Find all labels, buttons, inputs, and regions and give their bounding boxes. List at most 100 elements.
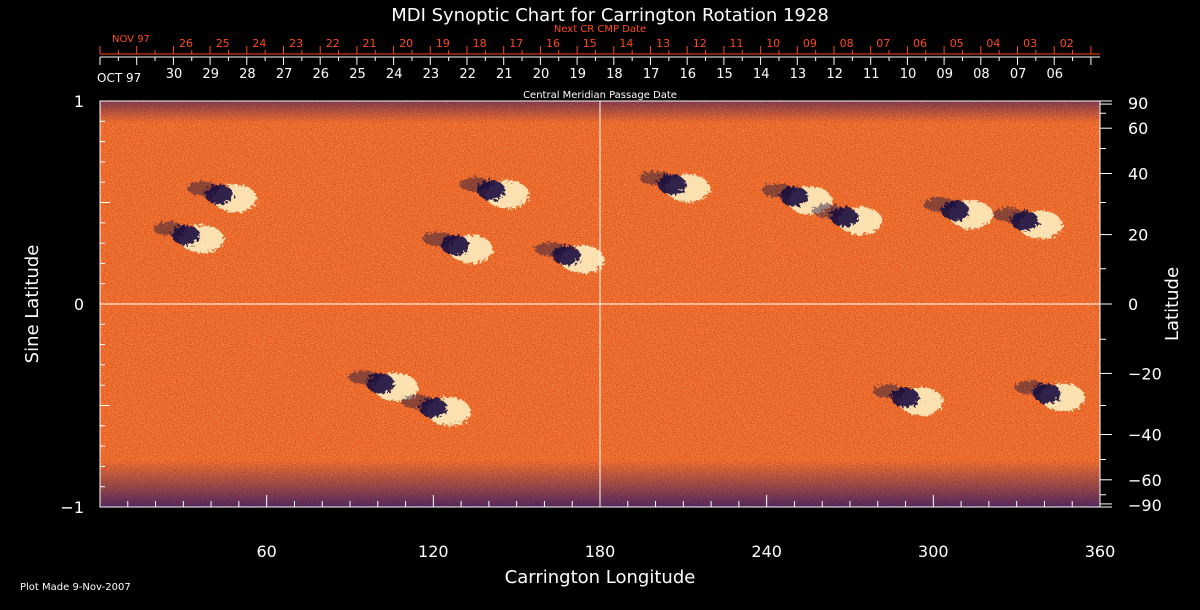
diffuse-flux-patch (187, 181, 219, 196)
diffuse-flux-patch (1014, 380, 1047, 395)
date-tick-label: 23 (289, 37, 303, 50)
active-region (639, 171, 710, 203)
date-tick-label: 21 (363, 37, 377, 50)
date-tick-label: 07 (876, 37, 890, 50)
date-tick-label: 12 (693, 37, 707, 50)
date-tick-label: 06 (913, 37, 927, 50)
y-tick-label-right: 0 (1128, 295, 1138, 314)
date-tick-label: 07 (1010, 67, 1027, 82)
date-tick-label: 22 (326, 37, 340, 50)
date-tick-label: 06 (1047, 67, 1064, 82)
x-tick-label: 180 (585, 542, 616, 561)
plot-made-note: Plot Made 9-Nov-2007 (20, 582, 131, 593)
date-tick-label: 08 (973, 67, 990, 82)
date-tick-label: 14 (619, 37, 633, 50)
date-tick-label: 17 (643, 67, 660, 82)
date-tick-label: 16 (546, 37, 560, 50)
x-axis-label: Carrington Longitude (505, 567, 696, 588)
date-tick-label: 18 (473, 37, 487, 50)
x-tick-label: 240 (751, 542, 782, 561)
y-tick-label-right: −60 (1128, 471, 1162, 490)
date-tick-label: 09 (936, 67, 953, 82)
date-tick-label: 10 (766, 37, 780, 50)
y-tick-label-right: −40 (1128, 425, 1162, 444)
cmp-axis-title: Central Meridian Passage Date (523, 90, 677, 101)
active-region (873, 384, 944, 416)
date-tick-label: 24 (386, 67, 403, 82)
diffuse-flux-patch (923, 197, 956, 212)
date-tick-label: 04 (986, 37, 1000, 50)
diffuse-flux-patch (400, 394, 433, 409)
date-tick-label: 29 (202, 67, 219, 82)
date-tick-label: 13 (790, 67, 807, 82)
date-tick-label: 26 (179, 37, 193, 50)
date-tick-label: 11 (730, 37, 744, 50)
y-tick-label-right: −90 (1128, 496, 1162, 515)
next-cr-month-label: NOV 97 (112, 34, 150, 45)
date-tick-label: 18 (606, 67, 623, 82)
active-region (534, 242, 605, 274)
active-region (423, 232, 494, 264)
date-tick-label: 12 (826, 67, 843, 82)
x-tick-label: 120 (418, 542, 449, 561)
x-axis: 60 120 180 240 300 360 (99, 495, 1116, 561)
y-tick-label-right: 60 (1128, 119, 1148, 138)
y-axis-left: 1 0 −1 (60, 92, 110, 517)
date-tick-label: 19 (436, 37, 450, 50)
y-tick-label-right: −20 (1128, 364, 1162, 383)
next-cr-axis-title: Next CR CMP Date (554, 24, 646, 35)
y-tick-label-right: 20 (1128, 226, 1148, 245)
date-tick-label: 25 (349, 67, 366, 82)
date-tick-label: 26 (313, 67, 330, 82)
x-tick-label: 60 (256, 542, 276, 561)
date-tick-label: 20 (533, 67, 550, 82)
chart-title: MDI Synoptic Chart for Carrington Rotati… (391, 5, 829, 26)
next-cr-axis: 26 25 24 23 22 21 20 19 18 17 16 15 14 13 12 11 10 09 08 07… (99, 37, 1100, 55)
date-tick-label: 17 (509, 37, 523, 50)
date-tick-label: 22 (459, 67, 476, 82)
date-tick-label: 27 (276, 67, 293, 82)
date-tick-label: 21 (496, 67, 513, 82)
y-axis-left-label: Sine Latitude (22, 245, 43, 364)
date-tick-label: 25 (216, 37, 230, 50)
date-tick-label: 13 (656, 37, 670, 50)
active-region (348, 370, 419, 402)
cmp-month-label: OCT 97 (97, 71, 141, 85)
date-tick-label: 14 (753, 67, 770, 82)
date-tick-label: 16 (680, 67, 697, 82)
date-tick-label: 20 (399, 37, 413, 50)
date-tick-label: 15 (716, 67, 733, 82)
active-region (1014, 380, 1085, 412)
y-tick-label-left: 0 (74, 295, 84, 314)
x-tick-label: 360 (1085, 542, 1116, 561)
diffuse-flux-patch (423, 232, 456, 247)
date-tick-label: 03 (1023, 37, 1037, 50)
date-tick-label: 30 (166, 67, 183, 82)
y-tick-label-right: 90 (1128, 94, 1148, 113)
diffuse-flux-patch (459, 177, 492, 192)
diffuse-flux-patch (534, 242, 567, 257)
date-tick-label: 11 (863, 67, 880, 82)
active-region (812, 203, 882, 235)
date-tick-label: 28 (239, 67, 256, 82)
active-region (153, 222, 224, 254)
date-tick-label: 05 (950, 37, 964, 50)
x-tick-label: 300 (918, 542, 949, 561)
date-tick-label: 10 (900, 67, 917, 82)
y-tick-label-right: 40 (1128, 165, 1148, 184)
active-regions (153, 171, 1085, 426)
y-axis-right: 90 60 40 20 0 −20 −40 −60 −90 (1100, 94, 1162, 515)
date-tick-label: 19 (569, 67, 586, 82)
diffuse-flux-patch (873, 384, 906, 399)
diffuse-flux-patch (992, 207, 1025, 222)
diffuse-flux-patch (639, 171, 672, 186)
diffuse-flux-patch (348, 370, 381, 385)
cmp-axis: 30 29 28 27 26 25 24 23 22 21 20 19 18 17 16 15 14 13 12 11… (99, 56, 1100, 82)
active-region (187, 181, 257, 213)
date-tick-label: 24 (252, 37, 266, 50)
active-region (923, 197, 994, 229)
date-tick-label: 08 (840, 37, 854, 50)
y-tick-label-left: −1 (60, 498, 84, 517)
active-region (400, 394, 471, 426)
